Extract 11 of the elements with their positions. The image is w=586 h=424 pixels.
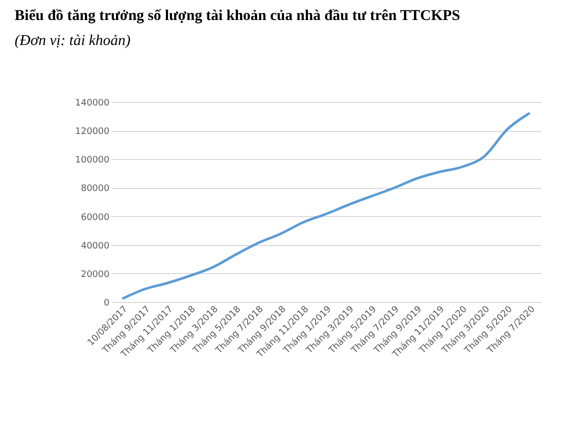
y-tick-label: 0	[104, 298, 110, 308]
y-tick-label: 80000	[80, 184, 110, 194]
y-tick-label: 100000	[75, 156, 110, 166]
y-tick-label: 140000	[75, 98, 110, 108]
y-tick-label: 60000	[80, 212, 110, 223]
y-tick-label: 40000	[80, 241, 110, 252]
line-series	[121, 112, 531, 300]
chart-subtitle: (Đơn vị: tài khoản)	[14, 33, 131, 49]
chart-title: Biểu đồ tăng trưởng số lượng tài khoản của nhà đầu tư trên TTCKPS	[14, 8, 460, 24]
y-tick-label: 20000	[80, 270, 110, 280]
y-tick-label: 120000	[75, 127, 110, 138]
